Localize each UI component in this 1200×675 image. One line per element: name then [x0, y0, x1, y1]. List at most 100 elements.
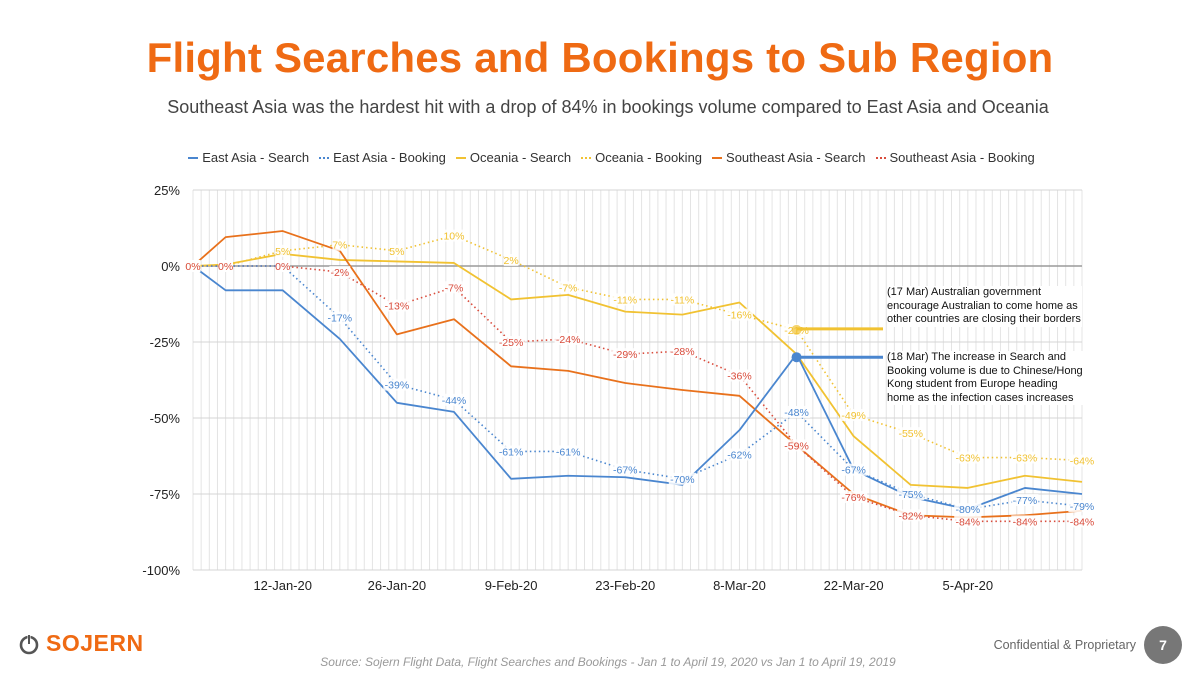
data-label-bg — [668, 472, 696, 485]
data-label-bg — [954, 503, 982, 516]
data-label-bg — [1068, 515, 1096, 528]
data-label-bg — [275, 244, 291, 257]
x-tick-label: 12-Jan-20 — [253, 578, 312, 593]
series-line-east-asia-search — [192, 265, 1083, 511]
data-label-bg — [611, 463, 639, 476]
data-label-bg — [554, 332, 582, 345]
data-label-bg — [332, 238, 348, 251]
data-label: 7% — [332, 240, 347, 252]
data-label: -55% — [898, 428, 923, 440]
data-label-bg — [326, 311, 354, 324]
data-label: 5% — [275, 246, 290, 258]
legend-item: Southeast Asia - Booking — [875, 150, 1035, 165]
data-label: 0% — [185, 261, 200, 273]
data-label: -63% — [956, 453, 981, 465]
data-label-bg — [497, 336, 525, 348]
legend-label: East Asia - Booking — [333, 150, 446, 165]
data-label-bg — [1068, 454, 1096, 467]
data-label-bg — [557, 281, 579, 294]
data-label-bg — [389, 244, 405, 257]
data-label: -64% — [1070, 456, 1095, 468]
data-label-bg — [897, 427, 925, 440]
data-label: -36% — [727, 370, 752, 382]
y-tick-label: -25% — [150, 335, 181, 350]
data-label: -39% — [385, 380, 410, 392]
legend-item: Oceania - Booking — [581, 150, 702, 165]
data-label: -13% — [385, 301, 410, 313]
data-label-bg — [725, 448, 754, 461]
legend-swatch — [455, 156, 466, 159]
page-title: Flight Searches and Bookings to Sub Regi… — [146, 34, 1054, 81]
data-label: -67% — [841, 465, 866, 477]
legend-label: Southeast Asia - Search — [726, 150, 866, 165]
data-label: -62% — [727, 449, 752, 461]
data-label: -84% — [1070, 516, 1095, 528]
annotation-australia: (17 Mar) Australian government encourage… — [887, 286, 1082, 327]
data-label: -49% — [841, 410, 866, 422]
data-label-bg — [497, 445, 525, 458]
data-label-bg — [782, 405, 811, 418]
annotation-east-asia: (18 Mar) The increase in Search and Book… — [887, 351, 1087, 405]
data-label-bg — [1011, 515, 1039, 528]
data-label-bg — [611, 293, 639, 306]
series-line-southeast-asia-search — [192, 230, 1083, 519]
data-label: -2% — [330, 267, 349, 279]
confidential-label: Confidential & Proprietary — [993, 638, 1136, 652]
data-label-bg — [782, 439, 811, 452]
data-label: -75% — [898, 489, 923, 501]
data-label-bg — [1011, 451, 1039, 464]
page-subtitle: Southeast Asia was the hardest hit with … — [167, 97, 1049, 117]
y-tick-label: -75% — [150, 487, 181, 502]
data-label: -63% — [1013, 453, 1038, 465]
legend-label: East Asia - Search — [202, 150, 310, 165]
data-label: -84% — [956, 516, 981, 528]
data-label-bg — [329, 266, 351, 279]
data-label: -67% — [613, 465, 638, 477]
data-label: -82% — [898, 510, 923, 522]
data-label-bg — [443, 229, 465, 242]
data-label-bg — [554, 445, 582, 458]
legend-label: Oceania - Booking — [595, 150, 703, 165]
data-label-bg — [897, 509, 925, 522]
y-tick-label: 0% — [161, 259, 180, 274]
data-label-bg — [503, 253, 519, 266]
data-label-bg — [275, 260, 291, 272]
data-label: -70% — [670, 474, 695, 486]
data-label: -79% — [1070, 501, 1095, 513]
legend-item: Southeast Asia - Search — [712, 150, 866, 165]
data-label: -24% — [556, 334, 581, 346]
data-label-bg — [668, 345, 696, 358]
y-tick-label: -50% — [150, 411, 181, 426]
data-label-bg — [1011, 494, 1039, 507]
annotation-marker — [791, 324, 802, 335]
sojern-logo: SOJERN — [18, 630, 144, 657]
data-label: 5% — [389, 246, 404, 258]
data-label: -11% — [613, 294, 637, 306]
legend-label: Southeast Asia - Booking — [889, 150, 1035, 165]
data-label-bg — [440, 393, 468, 406]
data-label-bg — [443, 281, 465, 294]
data-label-bg — [840, 408, 868, 421]
data-label: -7% — [559, 282, 578, 294]
legend-swatch — [188, 156, 199, 159]
data-label: -29% — [613, 349, 638, 361]
data-label-bg — [725, 308, 754, 321]
data-label-bg — [1068, 500, 1096, 513]
data-label-bg — [185, 260, 201, 272]
power-icon — [19, 633, 39, 654]
source-note: Source: Sojern Flight Data, Flight Searc… — [320, 655, 896, 669]
legend-item: East Asia - Booking — [319, 150, 446, 165]
x-tick-label: 23-Feb-20 — [595, 578, 655, 593]
legend-item: East Asia - Search — [188, 150, 309, 165]
data-label: 0% — [275, 261, 290, 273]
data-label: 10% — [443, 231, 464, 243]
data-label: -59% — [784, 440, 809, 452]
data-label: 0% — [218, 261, 233, 273]
legend-swatch — [712, 156, 723, 159]
data-label: -7% — [445, 282, 464, 294]
data-label-bg — [954, 515, 982, 528]
data-label: 2% — [503, 255, 518, 267]
data-label-bg — [218, 260, 233, 272]
data-label: -76% — [841, 492, 866, 504]
